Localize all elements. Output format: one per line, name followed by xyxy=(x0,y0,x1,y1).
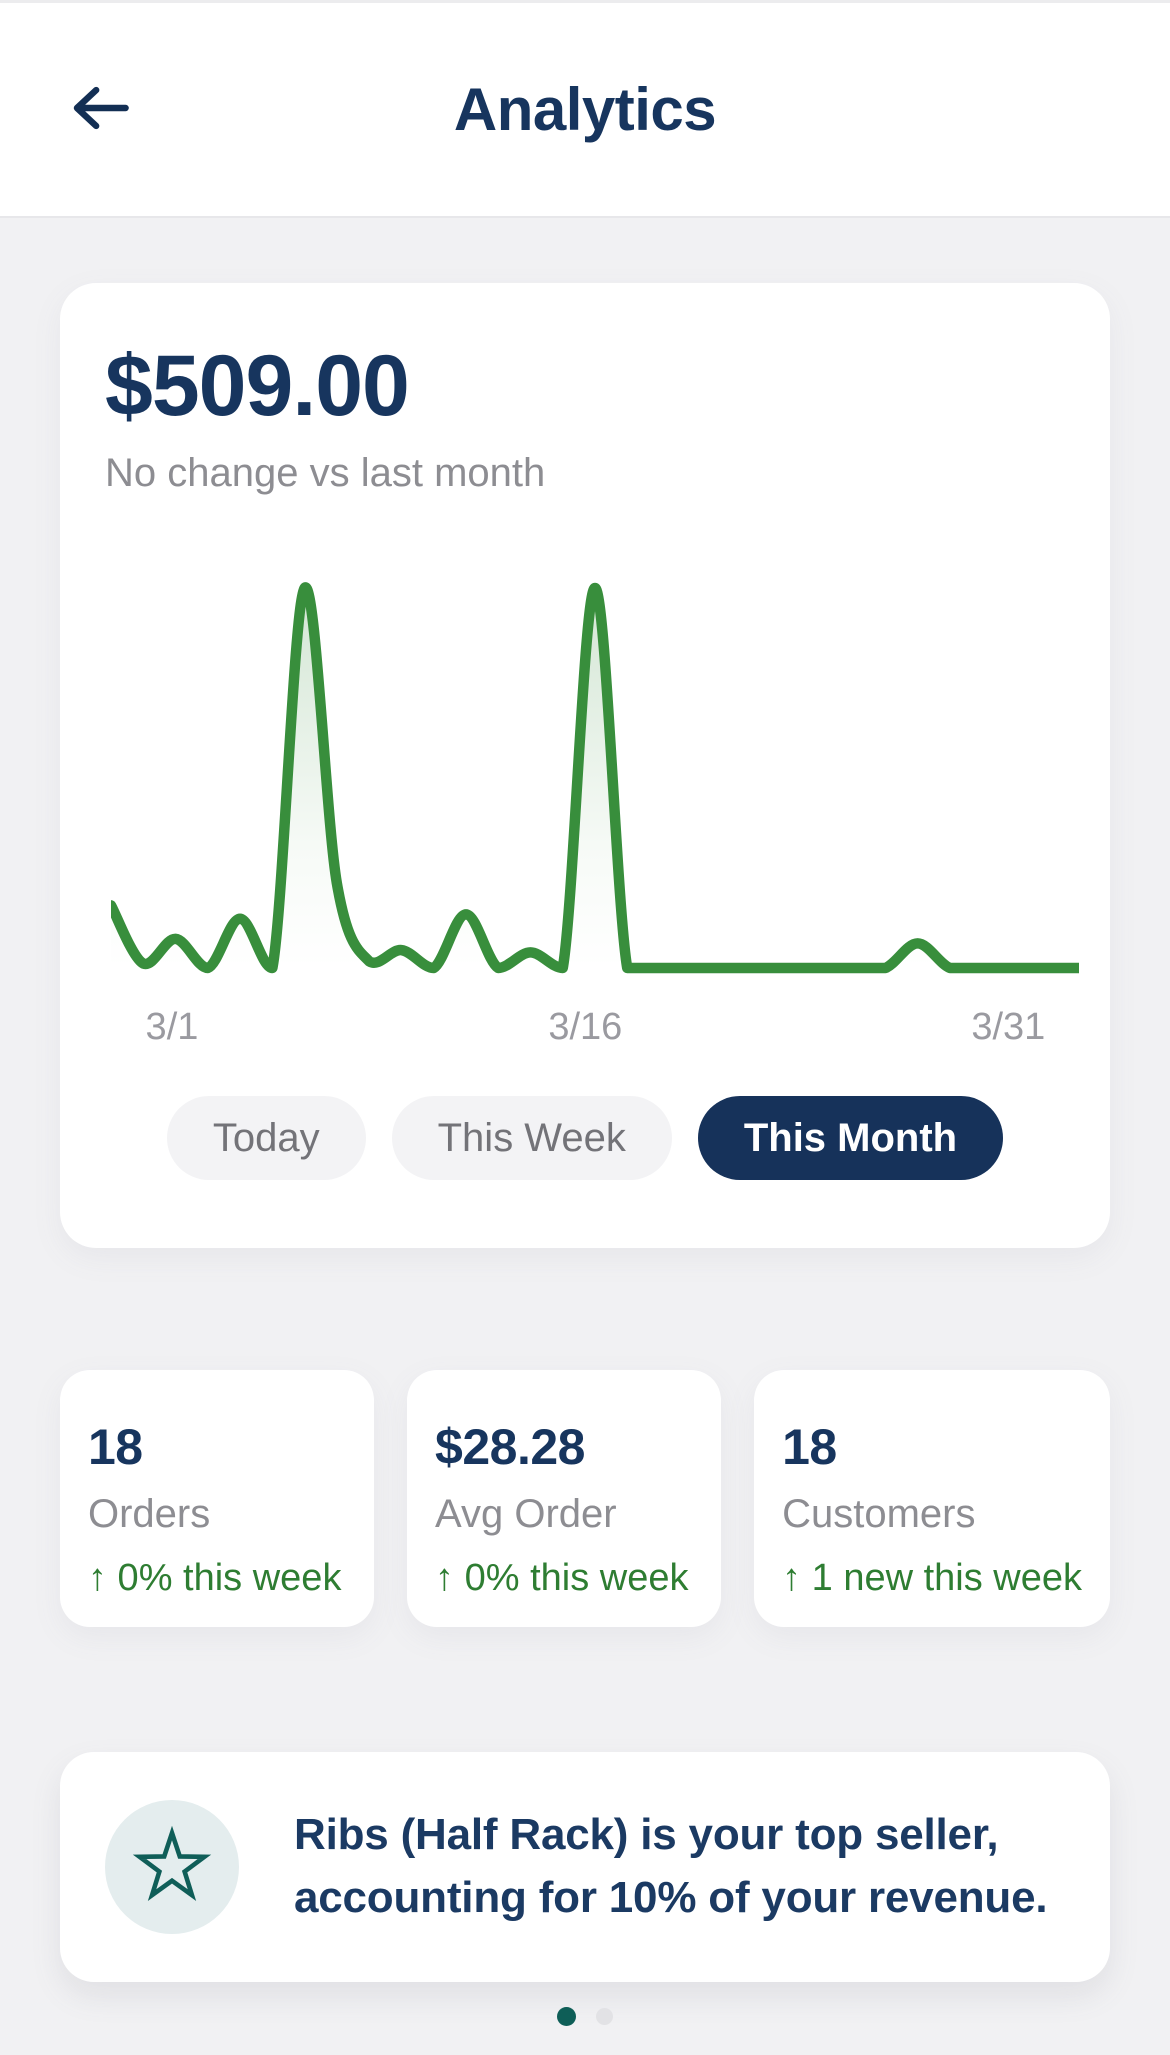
insight-card[interactable]: Ribs (Half Rack) is your top seller, acc… xyxy=(60,1752,1110,1982)
stat-label: Customers xyxy=(782,1492,976,1536)
stat-delta: ↑ 0% this week xyxy=(88,1557,342,1599)
x-tick-label: 3/16 xyxy=(548,1006,623,1049)
stat-card-orders: 18 Orders ↑ 0% this week xyxy=(60,1370,375,1627)
stat-label: Avg Order xyxy=(435,1492,617,1536)
stat-value: 18 xyxy=(88,1419,143,1475)
chart-line xyxy=(111,588,1079,969)
page-title: Analytics xyxy=(453,76,717,143)
revenue-chart xyxy=(111,548,1079,978)
chart-area-fill xyxy=(111,587,1079,969)
stat-value: 18 xyxy=(782,1419,837,1475)
insight-icon-badge xyxy=(105,1800,239,1934)
range-selector: Today This Week This Month xyxy=(105,1096,1065,1181)
stat-delta: ↑ 1 new this week xyxy=(782,1557,1083,1599)
insight-text: Ribs (Half Rack) is your top seller, acc… xyxy=(294,1810,1048,1922)
x-tick-label: 3/1 xyxy=(145,1006,199,1049)
revenue-total: $509.00 xyxy=(105,338,410,434)
page-dot[interactable] xyxy=(557,2007,576,2026)
carousel-dots xyxy=(0,2007,1170,2026)
stat-delta: ↑ 0% this week xyxy=(435,1557,689,1599)
range-button-today[interactable]: Today xyxy=(166,1096,366,1181)
stats-row: 18 Orders ↑ 0% this week $28.28 Avg Orde… xyxy=(60,1370,1111,1627)
range-button-this-week[interactable]: This Week xyxy=(391,1096,672,1181)
star-icon xyxy=(131,1824,213,1911)
revenue-change-label: No change vs last month xyxy=(105,451,546,496)
back-button[interactable] xyxy=(58,68,142,152)
page-dot[interactable] xyxy=(596,2008,613,2025)
stat-card-customers: 18 Customers ↑ 1 new this week xyxy=(754,1370,1111,1627)
revenue-card: $509.00 No change vs last month 3/1 3/16… xyxy=(60,283,1110,1248)
revenue-chart-svg xyxy=(111,548,1079,978)
stat-label: Orders xyxy=(88,1492,211,1536)
range-button-this-month[interactable]: This Month xyxy=(697,1096,1004,1181)
chart-x-axis: 3/1 3/16 3/31 xyxy=(111,1006,1079,1054)
x-tick-label: 3/31 xyxy=(971,1006,1046,1049)
stat-value: $28.28 xyxy=(435,1419,585,1475)
header: Analytics xyxy=(0,3,1170,218)
stat-card-avg-order: $28.28 Avg Order ↑ 0% this week xyxy=(407,1370,722,1627)
arrow-left-icon xyxy=(68,76,132,143)
